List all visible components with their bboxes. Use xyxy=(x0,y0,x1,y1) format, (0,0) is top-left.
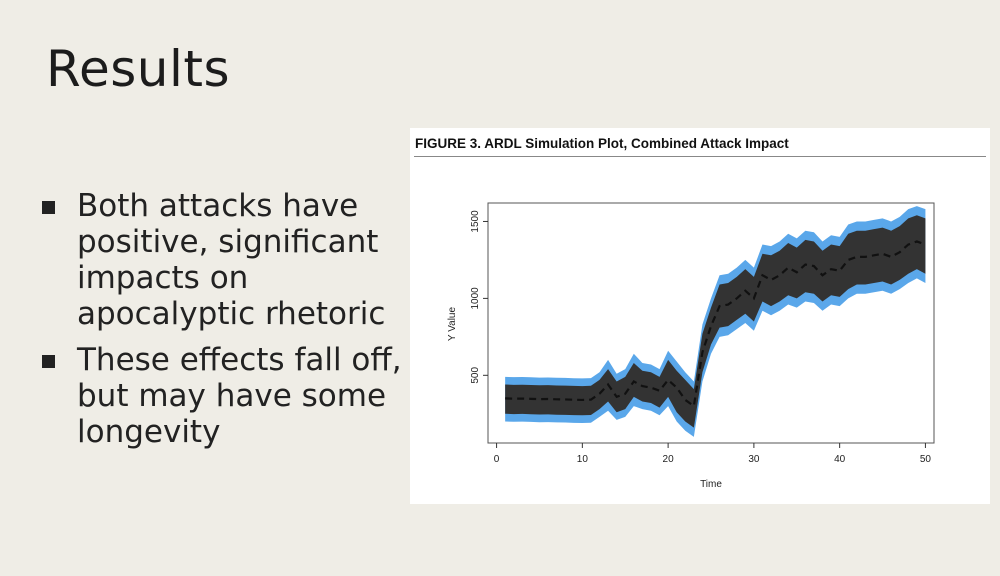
figure-caption: FIGURE 3. ARDL Simulation Plot, Combined… xyxy=(415,136,789,151)
inner-confidence-band xyxy=(505,215,926,428)
y-tick-label: 500 xyxy=(470,367,481,384)
x-tick-label: 30 xyxy=(748,454,760,465)
bullet-list: Both attacks have positive, significant … xyxy=(42,188,402,460)
bullet-item: These effects fall off, but may have som… xyxy=(42,342,402,450)
y-tick-label: 1500 xyxy=(470,210,481,233)
slide-title: Results xyxy=(46,40,231,98)
x-tick-label: 40 xyxy=(834,454,846,465)
x-tick-label: 20 xyxy=(663,454,675,465)
x-tick-label: 50 xyxy=(920,454,932,465)
square-bullet-icon xyxy=(42,355,55,368)
x-tick-label: 10 xyxy=(577,454,589,465)
square-bullet-icon xyxy=(42,201,55,214)
figure-panel: FIGURE 3. ARDL Simulation Plot, Combined… xyxy=(410,128,990,504)
plot-frame xyxy=(487,202,935,444)
caption-divider xyxy=(414,156,986,157)
bullet-text: These effects fall off, but may have som… xyxy=(77,342,402,450)
x-axis-label: Time xyxy=(700,479,722,490)
y-tick-label: 1000 xyxy=(470,287,481,310)
bullet-item: Both attacks have positive, significant … xyxy=(42,188,402,332)
bullet-text: Both attacks have positive, significant … xyxy=(77,188,386,332)
simulation-plot: 0 10 20 30 40 50 500 1000 1500 Time Y Value xyxy=(447,202,935,490)
x-tick-label: 0 xyxy=(494,454,500,465)
y-axis-label: Y Value xyxy=(447,307,458,342)
